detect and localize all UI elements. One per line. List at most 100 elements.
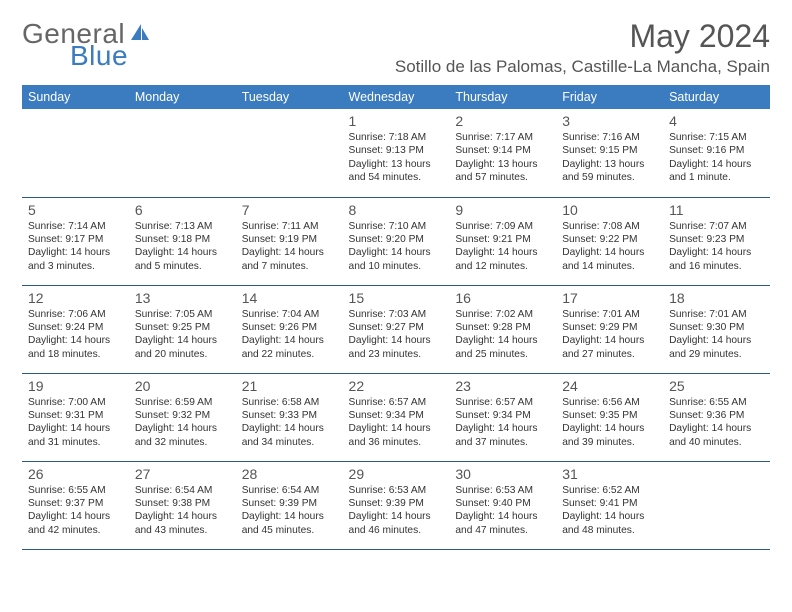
calendar-week-row: 1 Sunrise: 7:18 AMSunset: 9:13 PMDaylight… (22, 109, 770, 197)
calendar-day-cell: 23Sunrise: 6:57 AMSunset: 9:34 PMDayligh… (449, 373, 556, 461)
calendar-day-cell: 5 Sunrise: 7:14 AMSunset: 9:17 PMDaylight… (22, 197, 129, 285)
month-title: May 2024 (395, 18, 770, 55)
day-number: 10 (562, 202, 657, 218)
calendar-day-cell: 17 Sunrise: 7:01 AMSunset: 9:29 PMDayligh… (556, 285, 663, 373)
day-number: 28 (242, 466, 337, 482)
day-number: 16 (455, 290, 550, 306)
weekday-header: Monday (129, 85, 236, 109)
day-details: Sunrise: 6:54 AMSunset: 9:38 PMDaylight:… (135, 484, 230, 538)
day-number: 21 (242, 378, 337, 394)
day-details: Sunrise: 7:03 AMSunset: 9:27 PMDaylight:… (349, 308, 444, 362)
day-number: 31 (562, 466, 657, 482)
day-number: 7 (242, 202, 337, 218)
calendar-day-cell: 14 Sunrise: 7:04 AMSunset: 9:26 PMDayligh… (236, 285, 343, 373)
day-details: Sunrise: 7:06 AMSunset: 9:24 PMDaylight:… (28, 308, 123, 362)
day-number: 17 (562, 290, 657, 306)
calendar-day-cell: 9 Sunrise: 7:09 AMSunset: 9:21 PMDaylight… (449, 197, 556, 285)
day-number: 24 (562, 378, 657, 394)
day-number: 13 (135, 290, 230, 306)
header: General May 2024 Sotillo de las Palomas,… (22, 18, 770, 77)
day-details: Sunrise: 6:53 AMSunset: 9:39 PMDaylight:… (349, 484, 444, 538)
day-number: 25 (669, 378, 764, 394)
day-details: Sunrise: 7:02 AMSunset: 9:28 PMDaylight:… (455, 308, 550, 362)
day-details: Sunrise: 7:14 AMSunset: 9:17 PMDaylight:… (28, 220, 123, 274)
day-details: Sunrise: 6:53 AMSunset: 9:40 PMDaylight:… (455, 484, 550, 538)
weekday-header-row: SundayMondayTuesdayWednesdayThursdayFrid… (22, 85, 770, 109)
day-number: 2 (455, 113, 550, 129)
day-details: Sunrise: 6:58 AMSunset: 9:33 PMDaylight:… (242, 396, 337, 450)
calendar-day-cell: 12 Sunrise: 7:06 AMSunset: 9:24 PMDayligh… (22, 285, 129, 373)
calendar-table: SundayMondayTuesdayWednesdayThursdayFrid… (22, 85, 770, 550)
day-number: 26 (28, 466, 123, 482)
calendar-week-row: 19 Sunrise: 7:00 AMSunset: 9:31 PMDayligh… (22, 373, 770, 461)
day-details: Sunrise: 6:52 AMSunset: 9:41 PMDaylight:… (562, 484, 657, 538)
day-details: Sunrise: 6:55 AMSunset: 9:36 PMDaylight:… (669, 396, 764, 450)
day-number: 8 (349, 202, 444, 218)
day-details: Sunrise: 6:56 AMSunset: 9:35 PMDaylight:… (562, 396, 657, 450)
calendar-day-cell: 26Sunrise: 6:55 AMSunset: 9:37 PMDayligh… (22, 461, 129, 549)
calendar-day-cell: 30 Sunrise: 6:53 AMSunset: 9:40 PMDayligh… (449, 461, 556, 549)
day-number: 20 (135, 378, 230, 394)
weekday-header: Wednesday (343, 85, 450, 109)
day-details: Sunrise: 7:11 AMSunset: 9:19 PMDaylight:… (242, 220, 337, 274)
weekday-header: Friday (556, 85, 663, 109)
calendar-day-cell: 29 Sunrise: 6:53 AMSunset: 9:39 PMDayligh… (343, 461, 450, 549)
day-details: Sunrise: 7:01 AMSunset: 9:29 PMDaylight:… (562, 308, 657, 362)
calendar-day-cell: 31 Sunrise: 6:52 AMSunset: 9:41 PMDayligh… (556, 461, 663, 549)
day-number: 30 (455, 466, 550, 482)
calendar-day-cell: 13 Sunrise: 7:05 AMSunset: 9:25 PMDayligh… (129, 285, 236, 373)
calendar-day-cell: 4 Sunrise: 7:15 AMSunset: 9:16 PMDaylight… (663, 109, 770, 197)
weekday-header: Tuesday (236, 85, 343, 109)
day-details: Sunrise: 7:05 AMSunset: 9:25 PMDaylight:… (135, 308, 230, 362)
day-details: Sunrise: 6:59 AMSunset: 9:32 PMDaylight:… (135, 396, 230, 450)
day-details: Sunrise: 7:18 AMSunset: 9:13 PMDaylight:… (349, 131, 444, 185)
calendar-day-cell (663, 461, 770, 549)
day-number: 12 (28, 290, 123, 306)
day-number: 23 (455, 378, 550, 394)
day-details: Sunrise: 6:54 AMSunset: 9:39 PMDaylight:… (242, 484, 337, 538)
day-details: Sunrise: 7:09 AMSunset: 9:21 PMDaylight:… (455, 220, 550, 274)
calendar-body: 1 Sunrise: 7:18 AMSunset: 9:13 PMDaylight… (22, 109, 770, 549)
calendar-day-cell: 3Sunrise: 7:16 AMSunset: 9:15 PMDaylight… (556, 109, 663, 197)
day-number: 9 (455, 202, 550, 218)
calendar-day-cell: 2 Sunrise: 7:17 AMSunset: 9:14 PMDaylight… (449, 109, 556, 197)
day-number: 27 (135, 466, 230, 482)
day-number: 29 (349, 466, 444, 482)
calendar-day-cell: 19 Sunrise: 7:00 AMSunset: 9:31 PMDayligh… (22, 373, 129, 461)
calendar-day-cell: 1 Sunrise: 7:18 AMSunset: 9:13 PMDaylight… (343, 109, 450, 197)
weekday-header: Saturday (663, 85, 770, 109)
calendar-day-cell: 10Sunrise: 7:08 AMSunset: 9:22 PMDayligh… (556, 197, 663, 285)
day-number: 5 (28, 202, 123, 218)
day-details: Sunrise: 7:13 AMSunset: 9:18 PMDaylight:… (135, 220, 230, 274)
calendar-day-cell: 27 Sunrise: 6:54 AMSunset: 9:38 PMDayligh… (129, 461, 236, 549)
day-number: 1 (349, 113, 444, 129)
day-details: Sunrise: 7:04 AMSunset: 9:26 PMDaylight:… (242, 308, 337, 362)
day-number: 11 (669, 202, 764, 218)
day-number: 4 (669, 113, 764, 129)
calendar-day-cell: 16 Sunrise: 7:02 AMSunset: 9:28 PMDayligh… (449, 285, 556, 373)
day-number: 18 (669, 290, 764, 306)
calendar-day-cell: 20 Sunrise: 6:59 AMSunset: 9:32 PMDayligh… (129, 373, 236, 461)
day-number: 6 (135, 202, 230, 218)
day-details: Sunrise: 7:07 AMSunset: 9:23 PMDaylight:… (669, 220, 764, 274)
day-number: 15 (349, 290, 444, 306)
logo-row2: Blue (24, 40, 128, 72)
calendar-day-cell: 28 Sunrise: 6:54 AMSunset: 9:39 PMDayligh… (236, 461, 343, 549)
calendar-day-cell (236, 109, 343, 197)
calendar-day-cell: 15 Sunrise: 7:03 AMSunset: 9:27 PMDayligh… (343, 285, 450, 373)
calendar-day-cell: 8 Sunrise: 7:10 AMSunset: 9:20 PMDaylight… (343, 197, 450, 285)
calendar-day-cell: 6 Sunrise: 7:13 AMSunset: 9:18 PMDaylight… (129, 197, 236, 285)
calendar-day-cell (129, 109, 236, 197)
calendar-week-row: 5 Sunrise: 7:14 AMSunset: 9:17 PMDaylight… (22, 197, 770, 285)
day-number: 19 (28, 378, 123, 394)
calendar-day-cell: 24 Sunrise: 6:56 AMSunset: 9:35 PMDayligh… (556, 373, 663, 461)
calendar-day-cell: 25 Sunrise: 6:55 AMSunset: 9:36 PMDayligh… (663, 373, 770, 461)
day-details: Sunrise: 7:16 AMSunset: 9:15 PMDaylight:… (562, 131, 657, 185)
day-details: Sunrise: 7:17 AMSunset: 9:14 PMDaylight:… (455, 131, 550, 185)
day-details: Sunrise: 7:10 AMSunset: 9:20 PMDaylight:… (349, 220, 444, 274)
day-number: 14 (242, 290, 337, 306)
calendar-day-cell: 11 Sunrise: 7:07 AMSunset: 9:23 PMDayligh… (663, 197, 770, 285)
weekday-header: Sunday (22, 85, 129, 109)
day-details: Sunrise: 7:15 AMSunset: 9:16 PMDaylight:… (669, 131, 764, 185)
day-details: Sunrise: 7:00 AMSunset: 9:31 PMDaylight:… (28, 396, 123, 450)
